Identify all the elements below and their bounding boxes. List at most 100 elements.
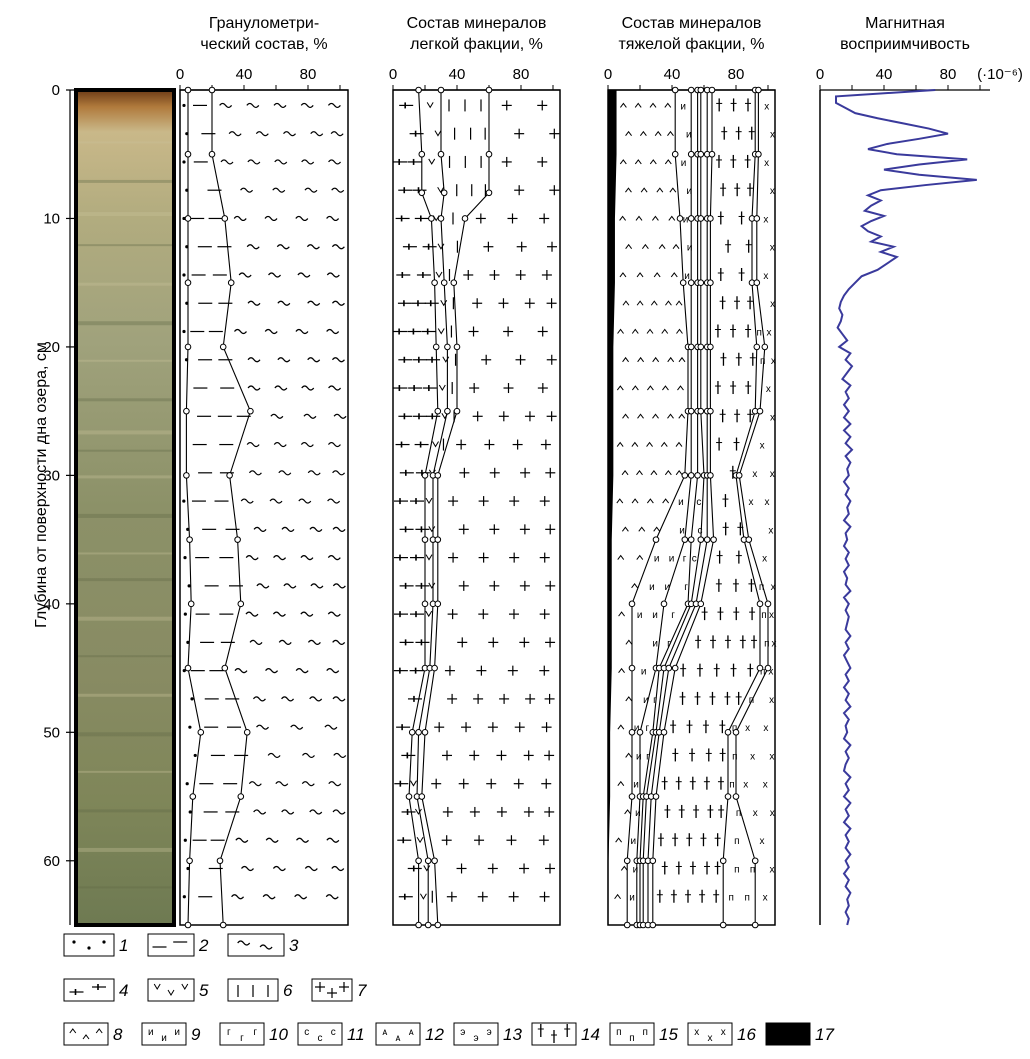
pattern-tilde <box>331 865 345 872</box>
core-photo-band <box>76 321 174 326</box>
pattern-region-7 <box>431 100 560 902</box>
pattern-letter: п <box>750 864 755 875</box>
pattern-letter: г <box>253 1027 257 1038</box>
pattern-v <box>423 865 431 872</box>
pattern-dot <box>193 753 197 758</box>
pattern-caret <box>636 272 644 278</box>
pattern-tilde <box>281 809 295 815</box>
boundary-point <box>219 921 227 929</box>
boundary-point <box>755 86 762 94</box>
pattern-letter: x <box>766 328 771 339</box>
core-photo-band <box>76 449 174 452</box>
pattern-letter: п <box>732 751 737 762</box>
y-axis: Глубина от поверхности дна озера, см 0 10… <box>33 82 76 925</box>
boundary-point <box>665 664 673 672</box>
boundary-point <box>208 86 216 94</box>
boundary-point <box>440 189 448 197</box>
legend-item-5: 5 <box>147 978 209 1002</box>
legend-number: 6 <box>283 981 293 1000</box>
x-tick-label: 80 <box>728 66 745 83</box>
pattern-caret <box>678 413 686 419</box>
pattern-tilde <box>301 781 315 787</box>
pattern-letter: ᴀ <box>409 1027 414 1038</box>
pattern-v <box>437 328 445 335</box>
pattern-v <box>434 130 442 137</box>
pattern-letter: x <box>770 130 775 141</box>
legend-item-4: 4 <box>63 978 128 1002</box>
pattern-tilde <box>296 837 309 843</box>
legend-number: 15 <box>659 1025 678 1044</box>
legend-item-16: xxx 16 <box>687 1022 756 1046</box>
pattern-letter: x <box>749 497 754 508</box>
pattern-tilde <box>268 272 281 278</box>
legend-swatch <box>375 1022 421 1046</box>
boundary-point <box>216 857 224 865</box>
pattern-letter: x <box>763 723 768 734</box>
pattern-letter: п <box>729 780 734 791</box>
pattern-caret <box>620 865 628 871</box>
pattern-tilde <box>327 102 341 109</box>
boundary-line <box>607 90 617 925</box>
pattern-letter: x <box>763 893 768 904</box>
boundary-point <box>485 150 493 158</box>
boundary-point <box>751 857 759 865</box>
pattern-caret <box>615 837 623 843</box>
pattern-letter: ᴀ <box>382 1027 387 1038</box>
pattern-dot <box>186 866 190 871</box>
core-photo-band <box>76 552 174 555</box>
pattern-region-2 <box>190 104 251 898</box>
pattern-caret <box>636 469 643 476</box>
pattern-caret <box>614 893 621 900</box>
boundary-point <box>628 664 636 672</box>
pattern-caret <box>665 300 672 306</box>
pattern-v <box>181 983 189 990</box>
pattern-tilde <box>332 470 346 476</box>
boundary-point <box>421 600 429 608</box>
boundary-point <box>434 407 442 415</box>
pattern-tilde <box>300 441 314 448</box>
legend-item-9: иии 9 <box>141 1022 201 1046</box>
pattern-letter: и <box>174 1027 180 1038</box>
boundary-point <box>183 472 190 479</box>
boundary-point <box>649 921 657 929</box>
core-photo-layer <box>74 88 176 927</box>
legend-item-13: эээ 13 <box>453 1022 522 1046</box>
boundary-point <box>753 215 761 222</box>
pattern-tilde <box>326 215 340 222</box>
legend-item-17: 17 <box>765 1022 834 1046</box>
pattern-caret <box>667 130 674 136</box>
legend-number: 4 <box>119 981 128 1000</box>
pattern-letter: x <box>770 186 775 197</box>
pattern-v <box>153 983 161 990</box>
pattern-caret <box>675 300 683 306</box>
pattern-tilde <box>327 611 341 617</box>
pattern-v <box>410 780 417 787</box>
pattern-caret <box>616 385 624 391</box>
boundary-point <box>437 150 445 158</box>
pattern-caret <box>636 300 644 306</box>
boundary-point <box>735 472 743 479</box>
pattern-v <box>425 610 433 618</box>
pattern-v <box>438 384 446 392</box>
pattern-caret <box>667 356 675 363</box>
pattern-letter: и <box>679 525 685 536</box>
pattern-letter: г <box>645 723 649 734</box>
boundary-point <box>707 472 714 479</box>
pattern-tilde <box>247 357 261 363</box>
pattern-caret <box>69 1028 77 1034</box>
pattern-tilde <box>295 668 309 674</box>
x-tick-label: 0 <box>816 66 824 83</box>
pattern-letter: и <box>680 101 686 112</box>
pattern-tilde <box>310 131 324 137</box>
pattern-caret <box>619 159 627 165</box>
pattern-dot <box>190 697 194 701</box>
pattern-letter: п <box>642 1027 647 1038</box>
pattern-letter: ᴀ <box>396 1033 401 1044</box>
boundary-point <box>628 600 636 608</box>
pattern-caret <box>668 215 676 221</box>
pattern-tilde <box>248 781 262 787</box>
pattern-tilde <box>326 668 340 674</box>
pattern-letter: и <box>678 497 684 508</box>
pattern-letter: и <box>649 582 655 593</box>
